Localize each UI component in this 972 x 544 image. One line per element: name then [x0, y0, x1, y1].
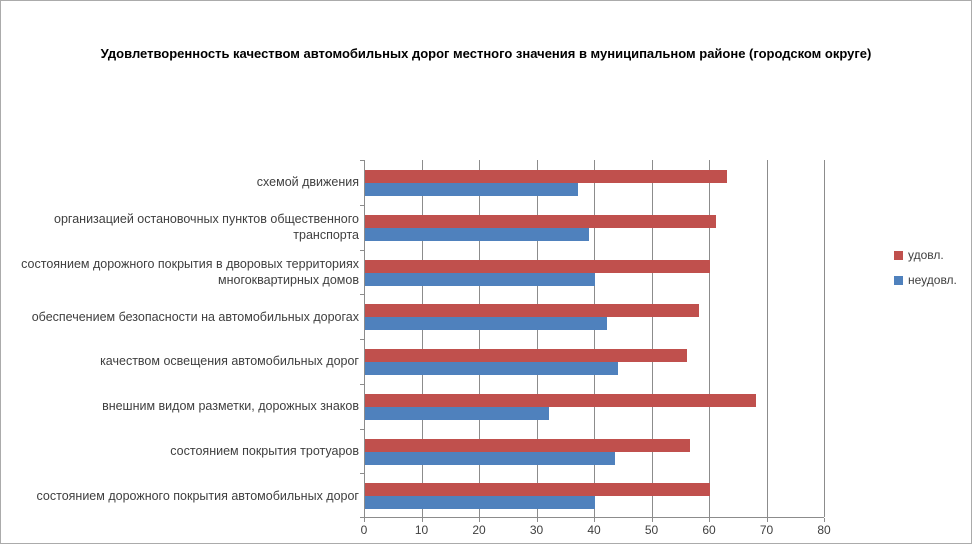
bar-udovl: [365, 349, 687, 362]
x-tick-label: 0: [360, 523, 368, 537]
bar-neudovl: [365, 452, 616, 465]
bar-udovl: [365, 215, 716, 228]
bar-neudovl: [365, 496, 595, 509]
category-label: состоянием дорожного покрытия автомобиль…: [36, 488, 359, 503]
x-tick-label: 20: [472, 523, 486, 537]
chart-title: Удовлетворенность качеством автомобильны…: [100, 46, 872, 61]
category-label: состоянием покрытия тротуаров: [170, 443, 359, 458]
bar-neudovl: [365, 228, 590, 241]
x-axis-tick: [594, 518, 595, 522]
legend-label: удовл.: [908, 248, 944, 262]
gridline: [479, 160, 480, 517]
gridline: [651, 160, 653, 517]
legend-swatch-neudovl: [894, 275, 903, 285]
x-axis-tick: [479, 518, 480, 522]
legend: удовл. неудовл.: [894, 248, 957, 287]
category-label: обеспечением безопасности на автомобильн…: [31, 309, 359, 324]
gridline: [824, 160, 825, 517]
category-label: качеством освещения автомобильных дорог: [100, 354, 359, 369]
y-axis-tick: [360, 205, 364, 206]
gridline: [766, 160, 768, 517]
legend-label: неудовл.: [908, 273, 957, 287]
category-label: схемой движения: [256, 175, 359, 190]
x-axis-tick: [536, 518, 538, 522]
gridline: [421, 160, 423, 517]
y-axis-tick: [360, 384, 364, 385]
category-label: внешним видом разметки, дорожных знаков: [102, 399, 359, 413]
y-axis-tick: [360, 160, 364, 161]
y-axis-tick: [360, 339, 364, 340]
x-axis-labels: 0 10 20 30 40 50 60 70 80: [360, 523, 831, 539]
bar-neudovl: [365, 273, 595, 286]
bar-udovl: [365, 394, 756, 407]
x-tick-label: 60: [702, 523, 716, 537]
category-label: состоянием дорожного покрытия в дворовых…: [21, 256, 359, 287]
legend-item: удовл.: [894, 248, 957, 262]
x-axis-tick: [421, 518, 423, 522]
y-axis-tick: [360, 517, 364, 518]
x-tick-label: 30: [529, 523, 544, 537]
x-axis-tick: [766, 518, 768, 522]
bar-udovl: [365, 304, 699, 317]
bar-udovl: [365, 439, 690, 452]
gridline: [709, 160, 710, 517]
category-label: организацией остановочных пунктов общест…: [54, 211, 359, 243]
x-axis-tick: [364, 518, 365, 522]
x-tick-label: 50: [644, 523, 659, 537]
bar-neudovl: [365, 317, 607, 330]
bar-neudovl: [365, 407, 549, 420]
bar-udovl: [365, 170, 728, 183]
x-axis-tick: [709, 518, 710, 522]
legend-swatch-udovl: [894, 250, 903, 260]
y-axis-tick: [360, 473, 364, 474]
bar-udovl: [365, 483, 710, 496]
category-axis-labels: схемой движения организацией остановочных…: [6, 160, 359, 518]
y-axis-tick: [360, 294, 364, 295]
bar-udovl: [365, 260, 710, 273]
x-tick-label: 70: [759, 523, 774, 537]
gridline: [594, 160, 595, 517]
gridline: [536, 160, 538, 517]
bar-neudovl: [365, 183, 578, 196]
x-tick-label: 40: [587, 523, 601, 537]
x-tick-label: 80: [817, 523, 831, 537]
y-axis-tick: [360, 250, 364, 251]
plot-area: [360, 160, 825, 522]
legend-item: неудовл.: [894, 273, 957, 287]
x-axis-tick: [651, 518, 653, 522]
y-axis-tick: [360, 429, 364, 430]
bar-neudovl: [365, 362, 618, 375]
x-tick-label: 10: [414, 523, 429, 537]
x-axis-tick: [824, 518, 825, 522]
